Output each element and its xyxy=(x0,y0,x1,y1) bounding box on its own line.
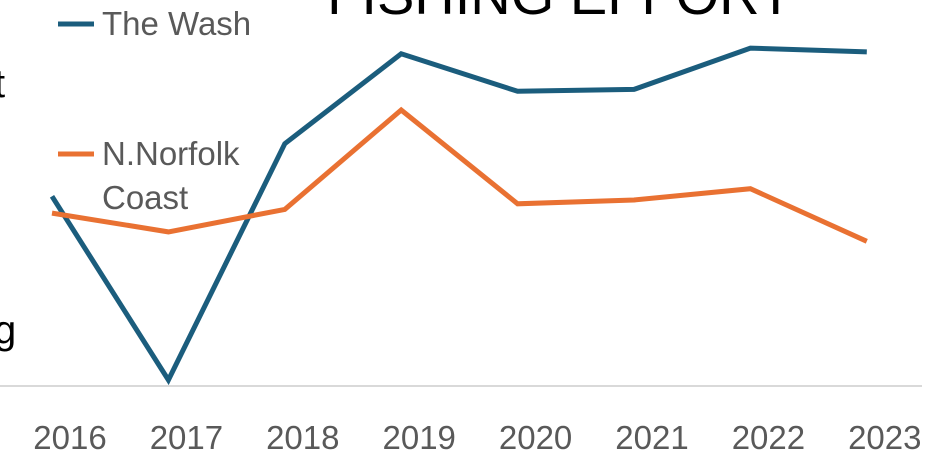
legend-label-n-norfolk-coast: N.Norfolk Coast xyxy=(102,135,249,216)
series-group xyxy=(49,45,868,386)
x-tick-label-2021: 2021 xyxy=(615,419,688,455)
series-line-n-norfolk-coast xyxy=(51,106,868,244)
chart-title: FISHING EFFORT xyxy=(327,0,793,26)
side-text-fragment-bottom: g xyxy=(0,308,16,352)
x-tick-label-2023: 2023 xyxy=(848,419,921,455)
legend-label-line-2: Coast xyxy=(102,179,188,216)
x-tick-label-2019: 2019 xyxy=(382,419,455,455)
x-tick-labels: 2016 2017 2018 2019 2020 2021 2022 2023 xyxy=(33,419,921,455)
x-tick-label-2017: 2017 xyxy=(150,419,223,455)
x-tick-label-2022: 2022 xyxy=(732,419,805,455)
side-text-fragment-top: t xyxy=(0,62,5,106)
x-tick-label-2020: 2020 xyxy=(499,419,572,455)
x-tick-label-2016: 2016 xyxy=(33,419,106,455)
legend-label-line-1: N.Norfolk xyxy=(102,135,240,172)
legend: The Wash N.Norfolk Coast xyxy=(58,5,251,216)
series-line-the-wash xyxy=(49,45,867,386)
x-tick-label-2018: 2018 xyxy=(266,419,339,455)
legend-label-the-wash: The Wash xyxy=(102,5,251,42)
